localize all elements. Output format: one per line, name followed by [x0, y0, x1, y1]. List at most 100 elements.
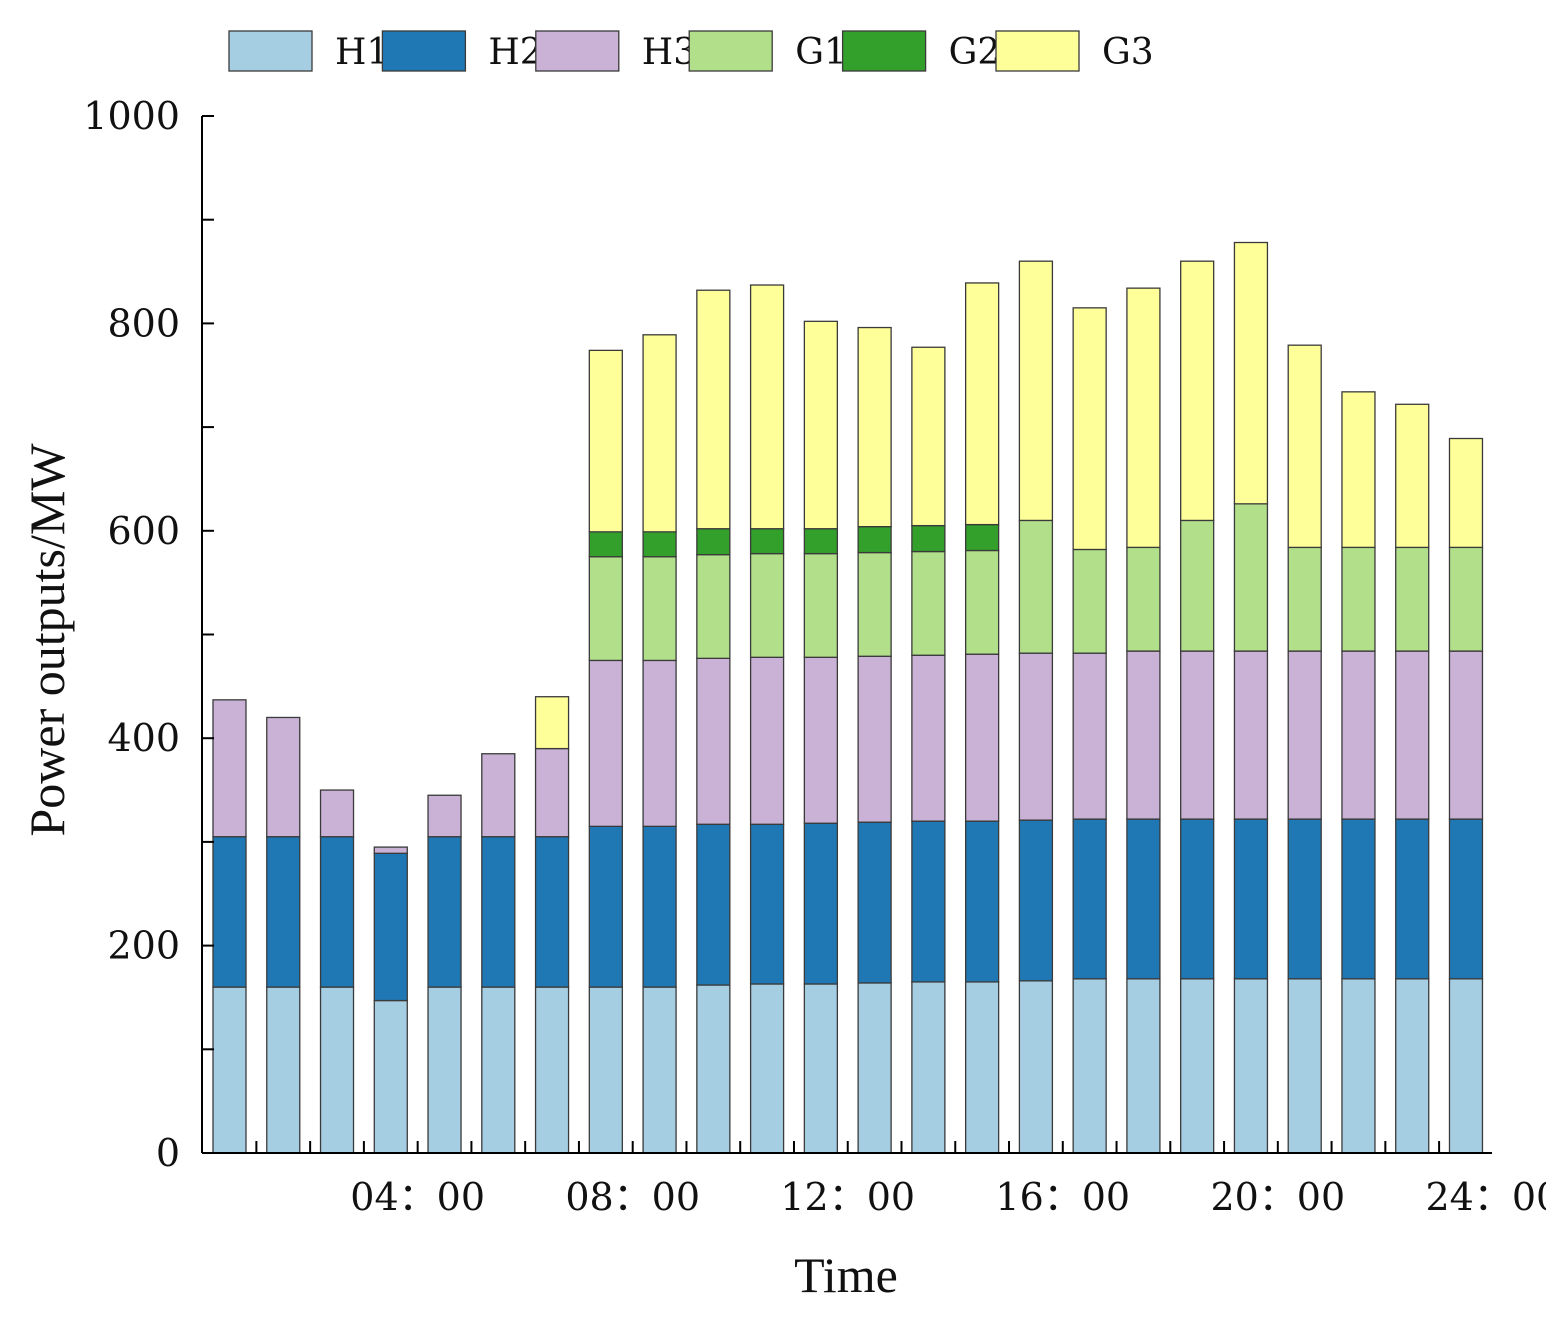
legend-label-g3: G3 — [1102, 32, 1154, 73]
bar-h3-24 — [1448, 650, 1484, 820]
y-tick-label: 400 — [107, 716, 180, 760]
legend-swatch-g3 — [995, 30, 1080, 72]
bar-h2-2 — [266, 836, 301, 988]
bar-h1-5 — [427, 986, 462, 1154]
bar-g1-18 — [1126, 546, 1161, 652]
bar-g2-14 — [911, 524, 946, 553]
bar-h3-10 — [696, 657, 731, 825]
bar-g2-15 — [964, 523, 1000, 552]
bar-g2-12 — [803, 528, 839, 555]
x-tick-label: 12：00 — [780, 1175, 915, 1219]
bar-h3-19 — [1180, 650, 1215, 820]
legend-label-g1: G1 — [795, 32, 847, 73]
y-tick-label: 800 — [107, 301, 180, 345]
bar-h2-20 — [1233, 818, 1269, 980]
bar-g1-20 — [1233, 503, 1269, 652]
bar-g1-22 — [1341, 546, 1376, 652]
bar-g2-11 — [749, 528, 785, 555]
bar-h1-17 — [1072, 978, 1107, 1154]
bar-h3-4 — [373, 846, 408, 854]
bar-g3-21 — [1287, 344, 1322, 549]
bar-h2-19 — [1180, 818, 1215, 980]
bar-g3-22 — [1341, 391, 1376, 549]
legend-swatch-g1 — [688, 30, 773, 72]
bar-g1-24 — [1448, 546, 1484, 652]
bar-h1-13 — [857, 982, 892, 1154]
bar-h2-16 — [1018, 819, 1054, 982]
bar-h1-3 — [319, 986, 355, 1154]
y-tick-label: 1000 — [83, 94, 180, 138]
bar-g3-15 — [964, 282, 1000, 526]
bar-h2-14 — [911, 820, 946, 983]
bar-h3-8 — [588, 659, 623, 827]
x-ticks: 04：00 08：00 12：00 16：00 20：00 24：00 — [255, 1141, 1546, 1219]
bar-g2-9 — [642, 531, 677, 558]
bar-g3-9 — [642, 334, 677, 533]
bar-h2-15 — [964, 820, 1000, 983]
bar-h1-14 — [911, 981, 946, 1154]
legend-label-h1: H1 — [335, 32, 389, 73]
bar-h3-9 — [642, 659, 677, 827]
bar-h2-10 — [696, 823, 731, 986]
bar-h3-23 — [1395, 650, 1430, 820]
bar-h1-1 — [212, 986, 247, 1154]
x-axis-title: Time — [794, 1247, 898, 1303]
bar-h1-20 — [1233, 978, 1269, 1154]
bar-h2-18 — [1126, 818, 1161, 980]
bar-g1-13 — [857, 551, 892, 657]
bar-h1-19 — [1180, 978, 1215, 1154]
bar-g1-16 — [1018, 519, 1054, 654]
bar-g1-21 — [1287, 546, 1322, 652]
bars-group — [212, 241, 1484, 1154]
legend-label-h2: H2 — [488, 32, 542, 73]
bar-h2-1 — [212, 836, 247, 988]
bar-g3-23 — [1395, 403, 1430, 549]
bar-h3-7 — [534, 747, 570, 838]
bar-h3-2 — [266, 716, 301, 838]
y-axis-title: Power outputs/MW — [19, 443, 75, 837]
bar-h3-14 — [911, 654, 946, 822]
bar-h2-11 — [749, 823, 785, 985]
bar-h2-22 — [1341, 818, 1376, 980]
bar-h3-18 — [1126, 650, 1161, 820]
bar-g3-19 — [1180, 260, 1215, 522]
bar-g3-16 — [1018, 260, 1054, 522]
bar-h1-4 — [373, 999, 408, 1154]
bar-h1-11 — [749, 983, 785, 1154]
bar-g3-8 — [588, 349, 623, 533]
bar-g3-14 — [911, 346, 946, 527]
bar-h2-17 — [1072, 818, 1107, 980]
bar-h3-3 — [319, 789, 355, 838]
bar-h2-24 — [1448, 818, 1484, 980]
bar-g3-10 — [696, 289, 731, 530]
legend-swatch-h1 — [228, 30, 313, 72]
bar-g2-8 — [588, 531, 623, 558]
bar-h1-9 — [642, 986, 677, 1154]
bar-g3-24 — [1448, 437, 1484, 549]
bar-h1-24 — [1448, 978, 1484, 1154]
x-tick-label: 24：00 — [1426, 1175, 1546, 1219]
bar-h3-22 — [1341, 650, 1376, 820]
bar-h2-13 — [857, 821, 892, 984]
bar-h1-10 — [696, 984, 731, 1154]
bar-h2-8 — [588, 825, 623, 988]
bar-h2-4 — [373, 852, 408, 1002]
legend: H1 H2 H3 G1 G2 G3 — [228, 30, 1154, 73]
bar-h1-7 — [534, 986, 570, 1154]
bar-h1-8 — [588, 986, 623, 1154]
bar-h1-23 — [1395, 978, 1430, 1154]
bar-g1-10 — [696, 554, 731, 660]
bar-h1-22 — [1341, 978, 1376, 1154]
legend-swatch-h3 — [535, 30, 620, 72]
bar-h2-9 — [642, 825, 677, 988]
bar-h3-15 — [964, 653, 1000, 822]
legend-label-g2: G2 — [949, 32, 1001, 73]
bar-h3-13 — [857, 655, 892, 823]
bar-g1-14 — [911, 550, 946, 656]
bar-h1-15 — [964, 981, 1000, 1154]
bar-g2-10 — [696, 528, 731, 556]
bar-h2-23 — [1395, 818, 1430, 980]
bar-g3-20 — [1233, 241, 1269, 505]
bar-h1-21 — [1287, 978, 1322, 1154]
bar-g3-17 — [1072, 307, 1107, 551]
